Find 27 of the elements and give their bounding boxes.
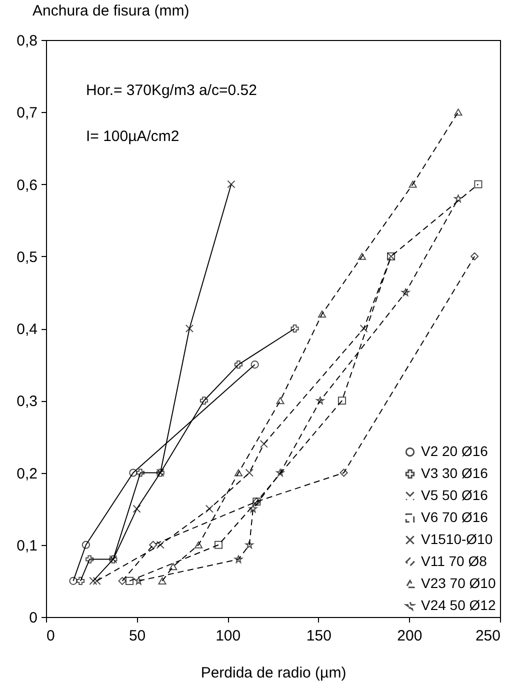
x-tick-label: 100: [216, 628, 241, 644]
legend-label: V2 20 Ø16: [421, 443, 488, 459]
y-tick-label: 0,4: [16, 321, 38, 338]
legend-label: V23 70 Ø10: [421, 575, 496, 591]
annotation: I= 100µA/cm2: [86, 128, 180, 145]
y-tick-label: 0,2: [16, 465, 38, 482]
y-tick-label: 0,3: [16, 393, 38, 410]
x-tick-label: 50: [128, 628, 146, 644]
legend-label: V6 70 Ø16: [421, 509, 488, 525]
x-tick-label: 0: [46, 628, 55, 644]
legend-label: V3 30 Ø16: [421, 465, 488, 481]
x-tick-label: 150: [306, 628, 332, 644]
x-tick-label: 200: [397, 628, 422, 644]
y-tick-label: 0,5: [16, 248, 38, 266]
annotation: Hor.= 370Kg/m3 a/c=0.52: [86, 82, 257, 99]
legend-label: V5 50 Ø16: [421, 487, 488, 503]
y-tick-label: 0,6: [16, 176, 38, 194]
y-tick-label: 0,1: [16, 537, 38, 554]
legend-label: V11 70 Ø8: [421, 553, 488, 569]
y-tick-label: 0,7: [16, 104, 38, 122]
y-axis-title: Anchura de fisura (mm): [32, 2, 190, 20]
y-tick-label: 0: [29, 610, 38, 626]
y-tick-label: 0,8: [16, 32, 38, 50]
legend-label: V1510-Ø10: [421, 531, 493, 547]
x-axis-title: Perdida de radio (µm): [200, 664, 346, 682]
legend-label: V24 50 Ø12: [421, 597, 496, 613]
x-tick-label: 250: [475, 628, 500, 644]
